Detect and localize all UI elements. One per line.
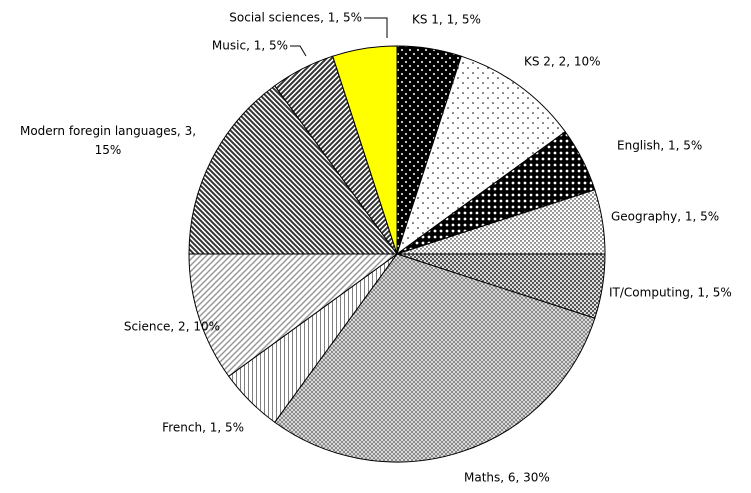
data-label: Geography, 1, 5% bbox=[611, 210, 719, 224]
label-line: 15% bbox=[95, 143, 122, 157]
pie-slice bbox=[332, 45, 398, 255]
leader-line bbox=[290, 45, 307, 57]
pie-slice bbox=[188, 253, 399, 377]
pie-slice bbox=[188, 85, 398, 255]
data-label: KS 1, 1, 5% bbox=[412, 13, 481, 27]
data-label: English, 1, 5% bbox=[617, 139, 702, 153]
pie-slice bbox=[396, 55, 566, 256]
data-label: French, 1, 5% bbox=[162, 421, 244, 435]
data-label: Social sciences, 1, 5% bbox=[229, 11, 362, 25]
pie-slice bbox=[274, 253, 596, 463]
data-label: IT/Computing, 1, 5% bbox=[609, 286, 732, 300]
leader-line bbox=[364, 17, 388, 38]
data-label: Maths, 6, 30% bbox=[464, 471, 550, 485]
data-label: Modern foregin languages, 3, 15% bbox=[20, 124, 196, 157]
data-label: Science, 2, 10% bbox=[124, 320, 220, 334]
data-label: KS 2, 2, 10% bbox=[524, 55, 601, 69]
label-line: Modern foregin languages, 3, bbox=[20, 124, 196, 138]
data-label: Music, 1, 5% bbox=[212, 39, 288, 53]
